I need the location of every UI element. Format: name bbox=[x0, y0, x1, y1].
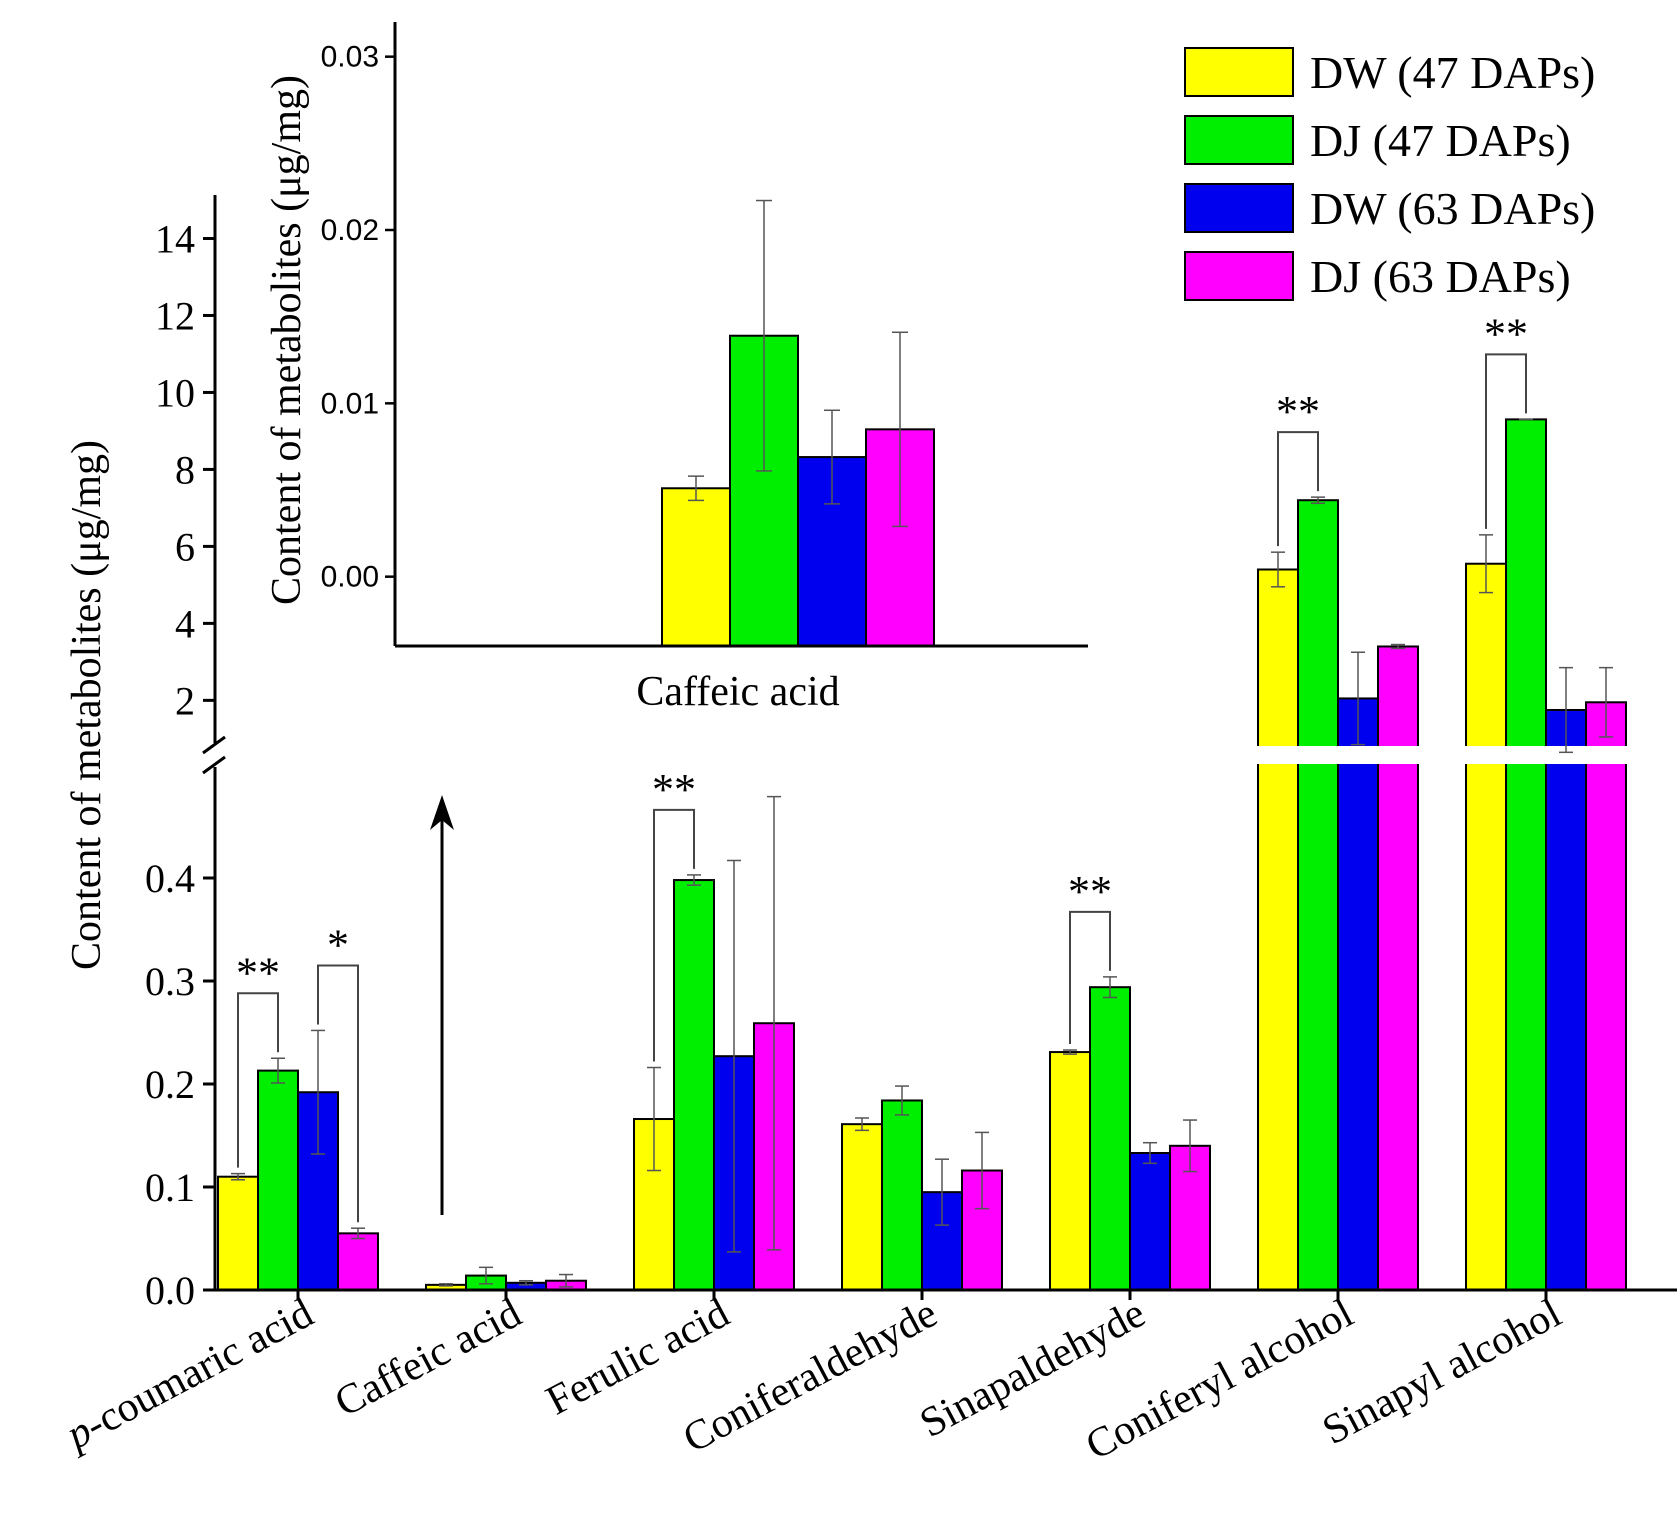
x-category-label-6: Sinapyl alcohol bbox=[1315, 1290, 1568, 1454]
bar-5-3 bbox=[1377, 645, 1419, 1291]
significance-bracket-3 bbox=[1069, 910, 1111, 1045]
bar-0-0 bbox=[217, 1175, 259, 1291]
y-tick-label-upper-0: 2 bbox=[175, 678, 195, 723]
bar-0-3 bbox=[337, 1232, 379, 1291]
y-tick-label-upper-1: 4 bbox=[175, 601, 195, 646]
bar-4-2 bbox=[1129, 1152, 1171, 1292]
axis-break-mark-lower bbox=[202, 755, 226, 775]
inset-pointer-arrow-head bbox=[430, 795, 454, 830]
legend-label-1: DJ (47 DAPs) bbox=[1310, 115, 1571, 166]
bar-6-0 bbox=[1465, 562, 1507, 1291]
significance-bracket-1 bbox=[317, 964, 359, 1223]
y-tick-label-lower-0: 0.0 bbox=[145, 1268, 195, 1313]
x-category-label-1: Caffeic acid bbox=[328, 1290, 529, 1426]
inset-y-tick-label-3: 0.03 bbox=[321, 41, 379, 74]
y-tick-label-upper-4: 10 bbox=[155, 370, 195, 415]
legend-swatch-2 bbox=[1184, 183, 1294, 233]
bar-0-1 bbox=[257, 1069, 299, 1291]
bar-5-0 bbox=[1257, 568, 1299, 1291]
y-tick-label-lower-1: 0.1 bbox=[145, 1165, 195, 1210]
bar-0-2 bbox=[297, 1091, 339, 1291]
legend-label-3: DJ (63 DAPs) bbox=[1310, 251, 1571, 302]
axis-break-band bbox=[217, 746, 1677, 764]
bar-4-1 bbox=[1089, 986, 1131, 1291]
axis-break-mark-upper bbox=[202, 735, 226, 755]
inset-x-category-label: Caffeic acid bbox=[636, 669, 839, 715]
x-category-label-text-6: Sinapyl alcohol bbox=[1315, 1290, 1568, 1454]
bar-2-1 bbox=[673, 879, 715, 1291]
bar-6-3 bbox=[1585, 701, 1627, 1291]
y-tick-label-lower-4: 0.4 bbox=[145, 856, 195, 901]
significance-bracket-5 bbox=[1485, 353, 1527, 529]
legend-label-2: DW (63 DAPs) bbox=[1310, 183, 1595, 234]
bar-3-0 bbox=[841, 1123, 883, 1292]
inset-y-tick-label-1: 0.01 bbox=[321, 387, 379, 420]
y-axis-title: Content of metabolites (μg/mg) bbox=[64, 440, 110, 970]
bar-6-2 bbox=[1545, 708, 1587, 1291]
significance-mark-4: ** bbox=[1276, 387, 1320, 436]
significance-mark-1: * bbox=[327, 920, 349, 969]
legend: DW (47 DAPs) DJ (47 DAPs) DW (63 DAPs) DJ (… bbox=[1184, 47, 1595, 302]
x-category-label-text-1: Caffeic acid bbox=[328, 1290, 529, 1426]
inset-y-axis-title: Content of metabolites (μg/mg) bbox=[264, 75, 310, 605]
y-tick-label-upper-2: 6 bbox=[175, 524, 195, 569]
x-category-label-text-0: -coumaric acid bbox=[78, 1290, 321, 1448]
significance-mark-2: ** bbox=[652, 765, 696, 814]
bar-5-2 bbox=[1337, 697, 1379, 1291]
significance-bracket-0 bbox=[237, 992, 279, 1168]
inset-bar-0 bbox=[661, 487, 731, 647]
significance-mark-5: ** bbox=[1484, 309, 1528, 358]
legend-label-0: DW (47 DAPs) bbox=[1310, 47, 1595, 98]
significance-bracket-2 bbox=[653, 808, 695, 1062]
significance-mark-3: ** bbox=[1068, 867, 1112, 916]
inset-chart: 0.00 0.01 0.02 0.03 Caffeic acid Content of m… bbox=[264, 22, 1088, 715]
y-tick-label-upper-6: 14 bbox=[155, 216, 195, 261]
significance-mark-0: ** bbox=[236, 948, 280, 997]
y-tick-label-lower-3: 0.3 bbox=[145, 959, 195, 1004]
bar-6-1 bbox=[1505, 418, 1547, 1291]
x-category-label-0: p-coumaric acid bbox=[57, 1290, 321, 1460]
y-tick-label-upper-5: 12 bbox=[155, 293, 195, 338]
bar-5-1 bbox=[1297, 499, 1339, 1291]
legend-swatch-0 bbox=[1184, 47, 1294, 97]
bar-3-1 bbox=[881, 1099, 923, 1291]
bar-4-0 bbox=[1049, 1051, 1091, 1291]
inset-y-tick-label-2: 0.02 bbox=[321, 214, 379, 247]
legend-swatch-3 bbox=[1184, 251, 1294, 301]
legend-swatch-1 bbox=[1184, 115, 1294, 165]
inset-y-tick-label-0: 0.00 bbox=[321, 561, 379, 594]
significance-bracket-4 bbox=[1277, 431, 1319, 547]
y-tick-label-upper-3: 8 bbox=[175, 447, 195, 492]
error-bars-group bbox=[231, 418, 1613, 1288]
y-tick-label-lower-2: 0.2 bbox=[145, 1062, 195, 1107]
